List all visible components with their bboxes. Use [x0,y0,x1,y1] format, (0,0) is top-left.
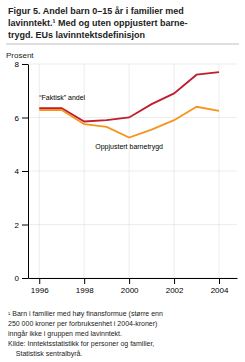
y-tick-label: 0 [15,274,20,283]
x-axis-line [29,278,238,279]
footnote: ¹ Barn i familier med høy finansformue (… [8,310,163,318]
grid-line [28,278,237,279]
plot: 1996 1998 2000 2002 2004 0 2 4 6 8 “Faktisk” andel… [15,60,238,295]
y-tick-mark [22,118,28,119]
title-line: trygd. EUs lavinntektsdefinisjon [8,30,145,40]
series-line [39,107,219,138]
title: Figur 5. Andel barn 0–15 år i familier m… [8,6,188,40]
footnote: inngår ikke i gruppen med lavinntekt. [8,330,122,338]
series-label: “Faktisk” andel [39,94,85,101]
footnote: 250 000 kroner per forbruksenhet i 2004-… [8,320,157,328]
chart: Figur 5. Andel barn 0–15 år i familier m… [0,0,245,362]
x-tick-label: 1998 [76,286,94,295]
y-axis-line [28,65,29,279]
y-tick-mark [22,225,28,226]
y-tick-label: 8 [15,60,20,69]
footnote: Statistisk sentralbyrå. [8,350,82,358]
title-line: Figur 5. Andel barn 0–15 år i familier m… [8,6,184,16]
x-tick: 1996 [31,278,49,295]
x-tick: 2002 [166,278,184,295]
x-tick-label: 2000 [121,286,139,295]
title-line: lavinntekt.¹ Med og uten oppjustert barn… [8,18,188,28]
series-line [39,72,219,121]
grid-line [28,171,237,172]
x-tick-mark [39,278,40,284]
grid-line [129,64,130,278]
y-tick: 2 [15,221,28,230]
y-axis: 0 2 4 6 8 [15,60,29,283]
x-axis: 1996 1998 2000 2002 2004 [29,278,238,295]
grid-line [174,64,175,278]
y-tick-label: 2 [15,221,20,230]
y-tick-mark [22,64,28,65]
x-tick: 1998 [76,278,94,295]
y-tick: 0 [15,274,28,283]
y-tick-mark [22,278,28,279]
x-tick-mark [219,278,220,284]
y-tick: 8 [15,60,28,69]
y-tick: 4 [15,167,28,176]
grid-line [28,64,237,65]
y-axis-title: Prosent [6,51,34,60]
grid-line [28,117,237,118]
x-tick-mark [174,278,175,284]
footnotes: ¹ Barn i familier med høy finansformue (… [8,310,163,358]
x-tick-label: 2004 [211,286,229,295]
y-tick-label: 6 [15,114,20,123]
x-tick-label: 2002 [166,286,184,295]
x-tick: 2004 [211,278,229,295]
footnote: Kilde: Inntektsstatistikk for personer o… [8,340,154,348]
lines [39,72,219,138]
grid-line [28,224,237,225]
series-label: Oppjustert barnetrygd [95,143,163,151]
y-tick-label: 4 [15,167,20,176]
y-tick: 6 [15,114,28,123]
x-tick-mark [129,278,130,284]
grid [28,64,237,278]
x-tick-label: 1996 [31,286,49,295]
grid-line [219,64,220,278]
title-rule [6,44,239,45]
x-tick: 2000 [121,278,139,295]
x-tick-mark [84,278,85,284]
y-tick-mark [22,171,28,172]
